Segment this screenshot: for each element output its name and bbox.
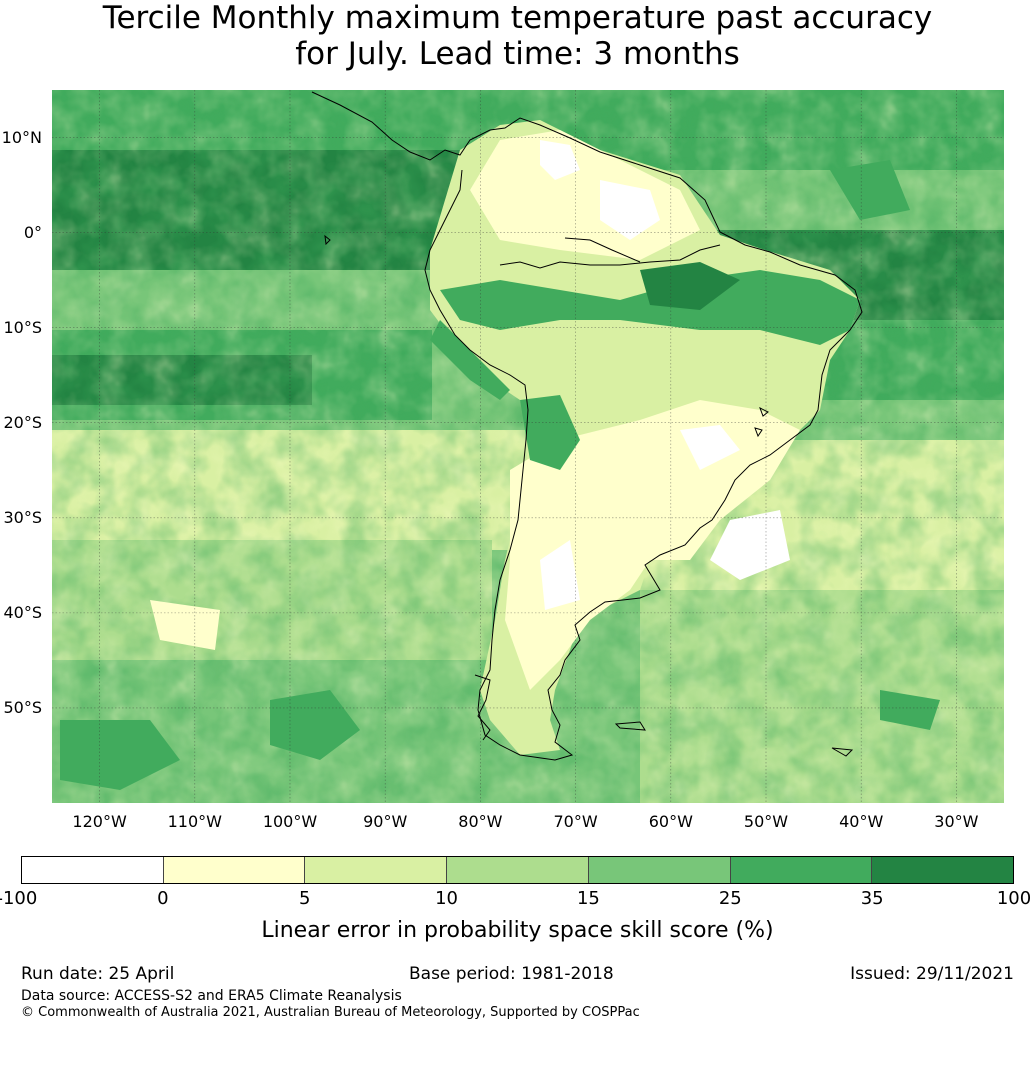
colorbar-tick-label: 100	[996, 888, 1032, 909]
colorbar-segment	[447, 857, 589, 883]
base-period: Base period: 1981-2018	[409, 964, 614, 984]
latitude-label: 20°S	[3, 412, 42, 432]
longitude-label: 70°W	[553, 812, 598, 831]
latitude-label: 50°S	[3, 697, 42, 717]
skill-field	[52, 90, 1004, 803]
colorbar-tick-label: 10	[435, 888, 459, 909]
run-date: Run date: 25 April	[21, 964, 175, 984]
latitude-label: 40°S	[3, 602, 42, 622]
skill-score-map	[52, 90, 1004, 803]
longitude-label: 40°W	[839, 812, 884, 831]
latitude-label: 10°S	[3, 317, 42, 337]
colorbar-segment	[872, 857, 1014, 883]
longitude-label: 100°W	[262, 812, 318, 831]
colorbar-label: Linear error in probability space skill …	[261, 918, 774, 943]
longitude-label: 90°W	[363, 812, 408, 831]
colorbar-segment	[730, 857, 873, 883]
colorbar-tick-label: 0	[157, 888, 169, 909]
latitude-label: 30°S	[3, 507, 42, 527]
longitude-label: 80°W	[458, 812, 503, 831]
longitude-label: 120°W	[72, 812, 127, 831]
longitude-label: 50°W	[743, 812, 789, 831]
map-area	[52, 90, 1004, 803]
colorbar-segment	[163, 857, 306, 883]
colorbar-tick-label: 35	[860, 888, 884, 909]
map-title: Tercile Monthly maximum temperature past…	[0, 0, 1035, 72]
colorbar-segment	[305, 857, 448, 883]
map-title-line2: for July. Lead time: 3 months	[295, 36, 740, 72]
colorbar-tick-label: 15	[576, 888, 600, 909]
issued-date: Issued: 29/11/2021	[850, 964, 1014, 984]
longitude-label: 30°W	[934, 812, 979, 831]
colorbar-tick-label: 5	[298, 888, 311, 909]
map-title-line1: Tercile Monthly maximum temperature past…	[102, 0, 933, 36]
longitude-label: 60°W	[648, 812, 693, 831]
coastline	[311, 91, 863, 761]
latitude-label: 0°	[23, 222, 42, 242]
colorbar-segment	[22, 857, 164, 883]
colorbar-segment	[588, 857, 731, 883]
colorbar-tick-label: -100	[0, 888, 38, 909]
data-source: Data source: ACCESS-S2 and ERA5 Climate …	[21, 988, 402, 1004]
longitude-label: 110°W	[167, 812, 222, 831]
graticule	[52, 90, 1004, 803]
colorbar	[21, 856, 1014, 884]
copyright: © Commonwealth of Australia 2021, Austra…	[21, 1005, 640, 1020]
colorbar-tick-label: 25	[718, 888, 742, 909]
latitude-label: 10°N	[1, 127, 42, 147]
